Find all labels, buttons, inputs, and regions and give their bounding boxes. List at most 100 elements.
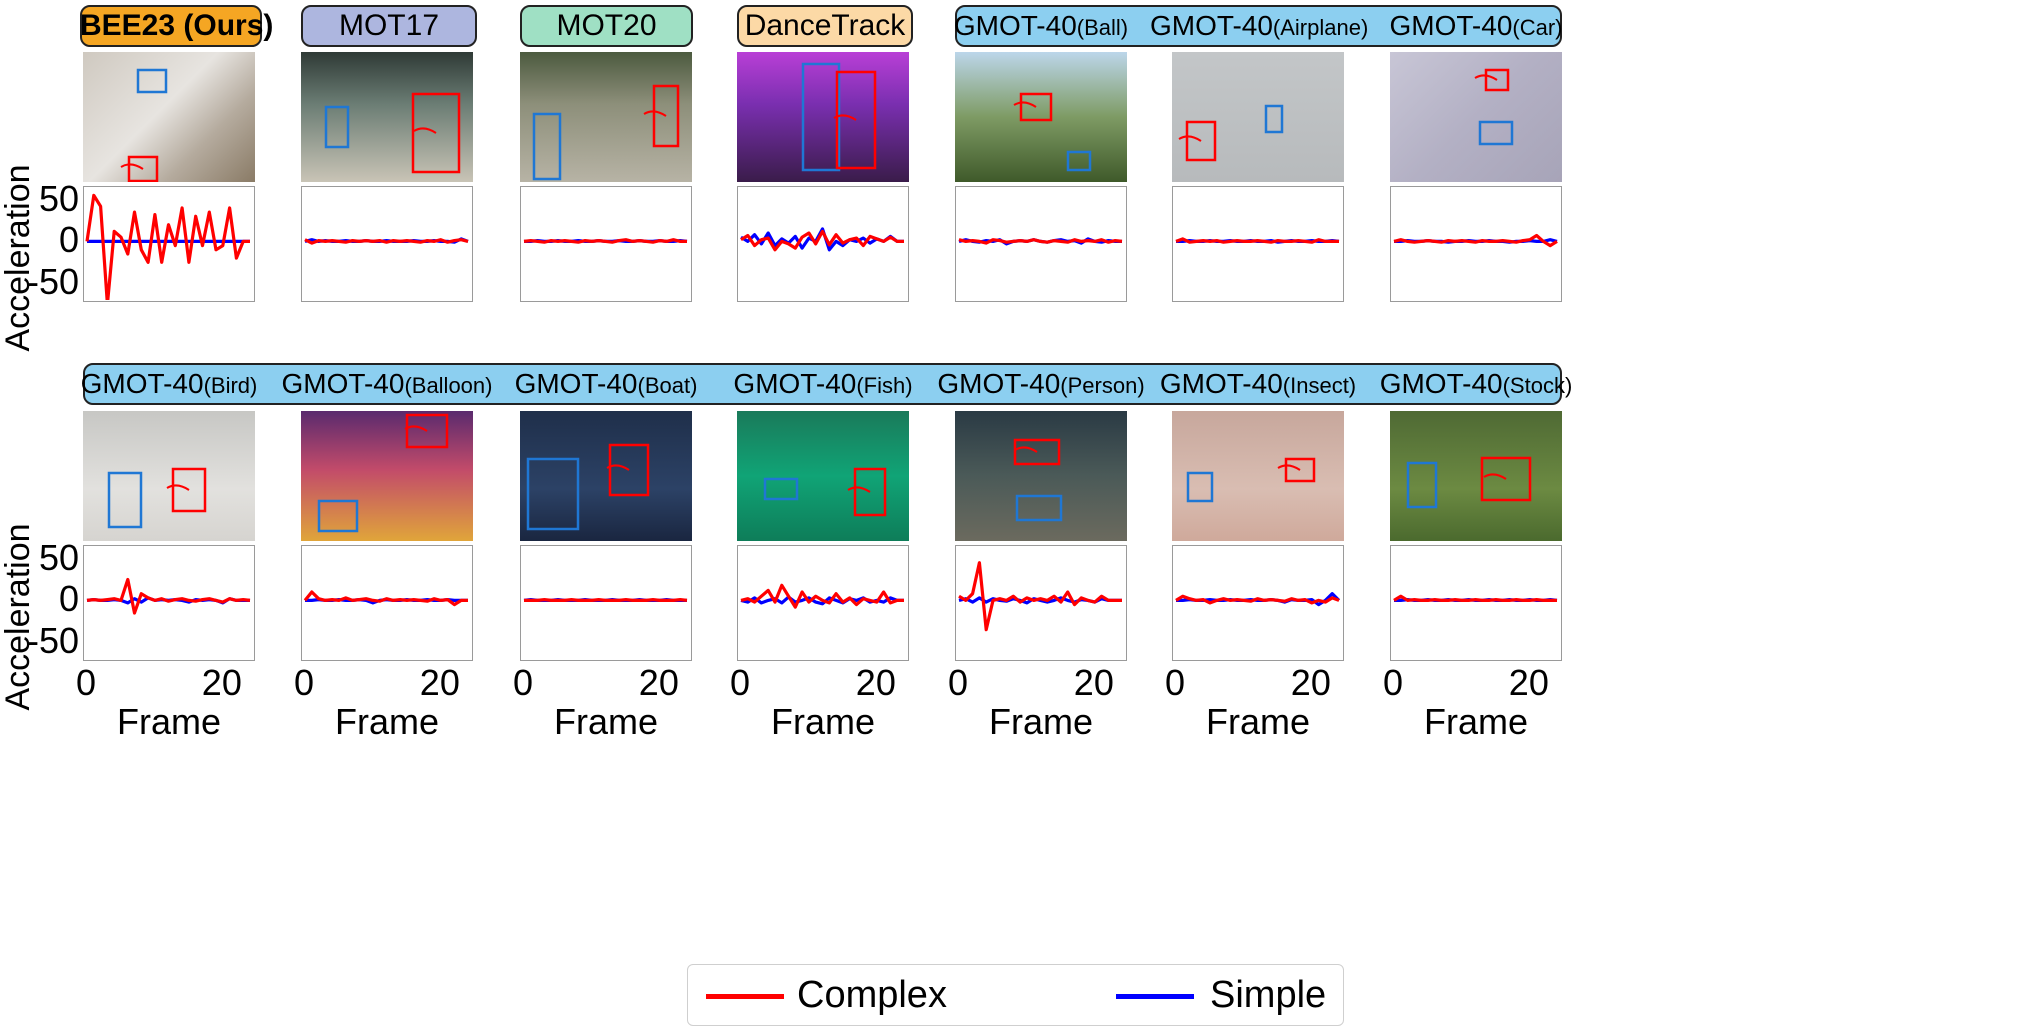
series-complex-line	[85, 193, 250, 306]
frame-thumbnail	[83, 411, 255, 541]
simple-target-box	[1066, 150, 1092, 172]
series-complex-line	[524, 597, 688, 603]
complex-trajectory	[833, 114, 857, 121]
dataset-label-suffix: (Stock)	[1502, 373, 1573, 398]
complex-trajectory	[404, 425, 428, 432]
banner-mot20	[520, 5, 693, 47]
complex-target-box	[405, 413, 449, 449]
acceleration-plot	[301, 186, 473, 302]
frame-thumbnail	[737, 52, 909, 182]
acceleration-plot	[955, 545, 1127, 661]
x-tick-label: 0	[293, 662, 315, 703]
legend-simple-label: Simple	[1210, 974, 1327, 1016]
dataset-label-prefix: GMOT-40	[1159, 368, 1283, 399]
plot-canvas	[1393, 233, 1558, 248]
complex-target-box	[1480, 456, 1532, 502]
frame-thumbnail	[83, 52, 255, 182]
thumbnail-overlay	[1178, 104, 1284, 162]
complex-trajectory	[413, 127, 437, 134]
complex-trajectory	[1178, 135, 1202, 142]
thumbnail-overlay	[324, 92, 461, 174]
plot-canvas	[304, 237, 469, 245]
y-tick-label: 50	[38, 177, 79, 219]
x-tick-label: 20	[1290, 662, 1331, 703]
complex-target-box	[1013, 438, 1061, 466]
x-tick-label: 20	[1073, 662, 1114, 703]
complex-trajectory	[120, 163, 144, 170]
frame-thumbnail	[1390, 411, 1562, 541]
plot-canvas	[958, 237, 1123, 246]
series-complex-line	[740, 583, 904, 609]
thumbnail-overlay	[532, 84, 680, 181]
acceleration-plot	[520, 545, 692, 661]
dataset-label-prefix: GMOT-40	[733, 368, 857, 399]
complex-trajectory	[606, 464, 630, 471]
series-complex-line	[1393, 233, 1558, 248]
series-complex-line	[1175, 237, 1339, 244]
acceleration-plot	[83, 186, 255, 306]
series-complex-line	[1175, 594, 1340, 605]
x-axis-label: Frame	[1423, 701, 1528, 742]
x-tick-label: 20	[855, 662, 896, 703]
y-axis-label: Acceleration	[0, 164, 37, 352]
complex-trajectory	[1483, 473, 1507, 480]
dataset-label-suffix: (Insect)	[1282, 373, 1357, 398]
acceleration-plot	[1172, 545, 1344, 661]
complex-target-box	[1284, 457, 1316, 483]
complex-target-box	[1185, 120, 1217, 162]
legend: Complex Simple	[687, 964, 1344, 1026]
x-tick-label: 0	[1164, 662, 1186, 703]
dataset-label-prefix: GMOT-40	[80, 368, 204, 399]
acceleration-plot	[301, 545, 473, 661]
y-tick-label: 50	[38, 536, 79, 578]
dataset-label-suffix: (Bird)	[203, 373, 258, 398]
dataset-label: GMOT-40(Bird)	[61, 363, 277, 405]
simple-target-box	[763, 477, 799, 501]
simple-target-box	[1186, 471, 1214, 503]
banner-mot17	[301, 5, 477, 47]
dataset-label-suffix: (Fish)	[856, 373, 913, 398]
series-complex-line	[1393, 594, 1557, 603]
x-tick-label: 0	[947, 662, 969, 703]
dataset-label: GMOT-40(Balloon)	[279, 363, 495, 405]
complex-target-box	[127, 155, 159, 182]
dataset-label: MOT20	[556, 9, 657, 42]
dataset-label-prefix: GMOT-40	[1389, 10, 1513, 41]
complex-trajectory	[643, 110, 667, 117]
series-complex-line	[958, 238, 1123, 245]
simple-target-box	[317, 499, 359, 533]
x-tick-label: 20	[638, 662, 679, 703]
thumbnail-overlay	[1186, 457, 1316, 503]
acceleration-plot	[1172, 186, 1344, 302]
legend-simple-line	[1116, 994, 1194, 999]
thumbnail-overlay	[1406, 456, 1532, 509]
frame-thumbnail	[301, 411, 473, 541]
plot-canvas	[740, 227, 904, 252]
thumbnail-overlay	[107, 467, 207, 529]
dataset-label-suffix: (Person)	[1060, 373, 1145, 398]
x-axis-label: Frame	[1205, 701, 1310, 742]
x-axis-label: Frame	[116, 701, 221, 742]
simple-target-box	[1015, 494, 1063, 522]
complex-target-box	[411, 92, 461, 174]
x-tick-label: 0	[512, 662, 534, 703]
thumbnail-overlay	[120, 68, 168, 182]
banner-bee23	[80, 5, 262, 47]
complex-trajectory	[1014, 446, 1038, 453]
frame-thumbnail	[1172, 411, 1344, 541]
dataset-label: GMOT-40(Fish)	[715, 363, 931, 405]
dataset-label: GMOT-40(Person)	[933, 363, 1149, 405]
simple-target-box	[532, 112, 562, 181]
frame-thumbnail	[301, 52, 473, 182]
banner-gmot40-row2	[83, 363, 1562, 405]
complex-trajectory	[847, 486, 871, 493]
dataset-label-suffix: (Ball)	[1076, 15, 1129, 40]
dataset-label-suffix: (Balloon)	[404, 373, 493, 398]
simple-target-box	[1264, 104, 1284, 134]
dataset-label: GMOT-40(Boat)	[498, 363, 714, 405]
complex-target-box	[171, 467, 207, 513]
thumbnail-overlay	[526, 443, 650, 531]
frame-thumbnail	[520, 411, 692, 541]
x-tick-label: 0	[729, 662, 751, 703]
